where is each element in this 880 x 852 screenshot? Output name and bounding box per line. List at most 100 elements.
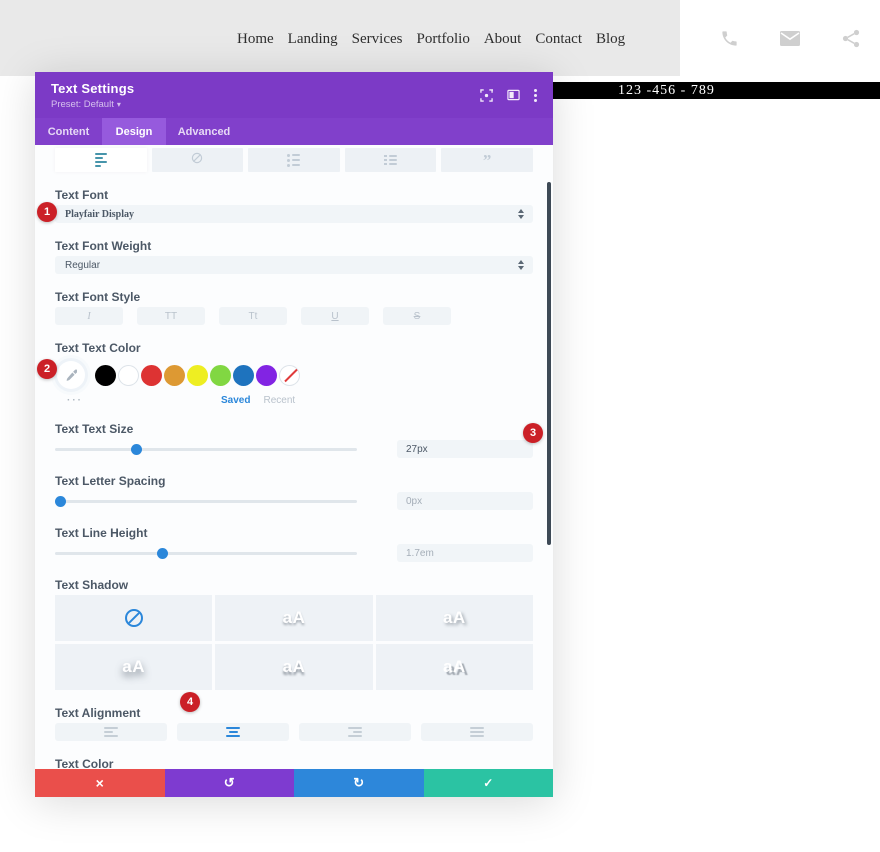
italic-button[interactable]: I: [55, 307, 123, 325]
text-shadow-label: Text Shadow: [55, 578, 129, 592]
check-icon: ✓: [483, 776, 494, 790]
shadow-preset-button[interactable]: aA: [55, 644, 213, 690]
subtab-quote[interactable]: ”: [441, 148, 533, 172]
nav-item-contact[interactable]: Contact: [535, 31, 582, 47]
contact-icons: [719, 29, 861, 48]
alignment-buttons: [55, 723, 533, 741]
modal-header-icons: [480, 88, 537, 102]
text-font-weight-value: Regular: [65, 259, 101, 271]
modal-titles: Text Settings Preset: Default ▾: [51, 81, 134, 110]
shadow-preset-button[interactable]: aA: [215, 595, 373, 641]
text-shadow-presets: aA aA aA aA aA: [55, 595, 533, 690]
unordered-list-icon: [287, 153, 301, 167]
subtab-ol[interactable]: [344, 148, 437, 172]
strikethrough-button[interactable]: S: [383, 307, 451, 325]
align-center-button[interactable]: [177, 723, 289, 741]
envelope-icon[interactable]: [780, 29, 800, 48]
color-picker-row: [55, 361, 533, 389]
shadow-preset-button[interactable]: aA: [215, 644, 373, 690]
text-size-input[interactable]: [397, 440, 533, 458]
modal-tab-bar: Content Design Advanced: [35, 118, 553, 145]
swatch-yellow[interactable]: [187, 364, 208, 386]
split-view-icon[interactable]: [507, 89, 520, 101]
line-height-input[interactable]: [397, 544, 533, 562]
slider-track: [55, 448, 357, 451]
annotation-badge-1: 1: [37, 202, 57, 222]
letter-spacing-input[interactable]: [397, 492, 533, 510]
text-font-weight-select[interactable]: Regular: [55, 256, 533, 274]
swatch-purple[interactable]: [256, 364, 277, 386]
line-height-slider[interactable]: [55, 544, 357, 562]
swatch-red[interactable]: [141, 364, 162, 386]
swatch-none[interactable]: [279, 364, 300, 386]
subtab-link[interactable]: [151, 148, 244, 172]
align-justify-icon: [470, 727, 484, 737]
nav-item-portfolio[interactable]: Portfolio: [416, 31, 470, 47]
tab-content[interactable]: Content: [47, 125, 90, 138]
more-options-icon[interactable]: [534, 88, 537, 102]
preset-dropdown[interactable]: Preset: Default ▾: [51, 98, 121, 110]
nav-item-services[interactable]: Services: [351, 31, 403, 47]
uppercase-button[interactable]: TT: [137, 307, 205, 325]
tab-design[interactable]: Design: [102, 118, 166, 145]
align-right-button[interactable]: [299, 723, 411, 741]
close-icon: ×: [95, 775, 104, 791]
font-style-buttons: I TT Tt U S: [55, 307, 533, 325]
shadow-preset-button[interactable]: aA: [375, 644, 533, 690]
option-group-tabs: ”: [55, 148, 533, 172]
nav-item-about[interactable]: About: [483, 31, 522, 47]
phone-number-text: 123 -456 - 789: [618, 83, 715, 98]
swatch-green[interactable]: [210, 364, 231, 386]
slider-thumb[interactable]: [157, 548, 168, 559]
text-font-select[interactable]: Playfair Display: [55, 205, 533, 223]
nav-item-blog[interactable]: Blog: [596, 31, 626, 47]
subtab-text[interactable]: [55, 148, 147, 172]
align-left-icon: [104, 727, 118, 737]
align-right-icon: [348, 727, 362, 737]
caret-down-icon: ▾: [116, 99, 121, 109]
modal-scrollbar[interactable]: [547, 182, 551, 545]
text-alignment-label: Text Alignment: [55, 706, 141, 720]
nav-item-landing[interactable]: Landing: [287, 31, 338, 47]
capitalize-button[interactable]: Tt: [219, 307, 287, 325]
modal-footer: × ↺ ↻ ✓: [35, 769, 553, 797]
swatch-orange[interactable]: [164, 364, 185, 386]
shadow-preset-button[interactable]: aA: [375, 595, 533, 641]
swatch-white[interactable]: [118, 364, 139, 386]
shadow-none-button[interactable]: [55, 595, 213, 641]
text-size-slider[interactable]: [55, 440, 357, 458]
undo-button[interactable]: ↺: [164, 769, 294, 797]
text-text-color-label: Text Text Color: [55, 341, 141, 355]
redo-icon: ↻: [353, 775, 365, 790]
letter-spacing-row: [55, 492, 533, 510]
text-font-label: Text Font: [55, 188, 109, 202]
tab-advanced[interactable]: Advanced: [177, 125, 231, 138]
saved-colors-link[interactable]: Saved: [221, 395, 251, 406]
slider-thumb[interactable]: [55, 496, 66, 507]
color-picker-button[interactable]: [57, 361, 85, 389]
discard-button[interactable]: ×: [35, 769, 165, 797]
text-font-value: Playfair Display: [65, 208, 134, 220]
expand-icon[interactable]: [480, 88, 493, 102]
underline-button[interactable]: U: [301, 307, 369, 325]
text-color-label: Text Color: [55, 757, 114, 769]
text-icon: [94, 153, 107, 167]
subtab-ul[interactable]: [248, 148, 340, 172]
align-left-button[interactable]: [55, 723, 167, 741]
nav-item-home[interactable]: Home: [237, 31, 274, 47]
slider-thumb[interactable]: [131, 444, 142, 455]
phone-icon[interactable]: [719, 29, 739, 48]
color-picker-subrow: ··· Saved Recent: [55, 395, 533, 406]
recent-colors-link[interactable]: Recent: [263, 395, 296, 406]
save-button[interactable]: ✓: [423, 769, 553, 797]
share-icon[interactable]: [841, 29, 861, 48]
more-colors-button[interactable]: ···: [67, 395, 83, 406]
text-size-row: [55, 440, 533, 458]
align-justify-button[interactable]: [421, 723, 533, 741]
redo-button[interactable]: ↻: [294, 769, 424, 797]
text-font-weight-label: Text Font Weight: [55, 239, 152, 253]
swatch-black[interactable]: [95, 364, 116, 386]
swatch-blue[interactable]: [233, 364, 254, 386]
letter-spacing-slider[interactable]: [55, 492, 357, 510]
